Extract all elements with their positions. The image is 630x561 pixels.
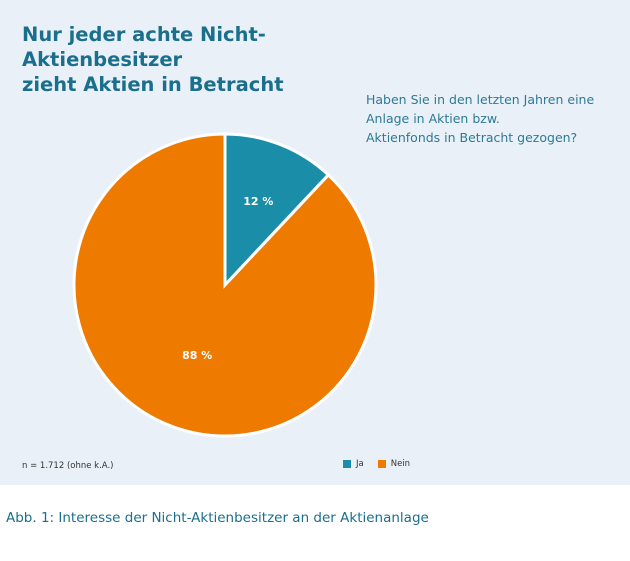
survey-question-line-1: Haben Sie in den letzten Jahren eine <box>366 92 595 107</box>
legend-label-ja: Ja <box>356 459 364 469</box>
sample-size-note: n = 1.712 (ohne k.A.) <box>22 461 114 471</box>
legend-swatch-ja <box>343 460 351 468</box>
chart-title-line-1: Nur jeder achte Nicht-Aktienbesitzer <box>22 23 266 71</box>
pie-slice-nein <box>72 132 378 438</box>
chart-title: Nur jeder achte Nicht-Aktienbesitzer zie… <box>22 22 422 97</box>
survey-question-line-3: Aktienfonds in Betracht gezogen? <box>366 130 578 145</box>
pie-chart: 12 % 88 % <box>72 132 378 438</box>
figure-caption: Abb. 1: Interesse der Nicht-Aktienbesitz… <box>6 510 429 526</box>
data-label-nein: 88 % <box>182 349 212 362</box>
legend-item-ja: Ja <box>343 459 364 469</box>
legend-label-nein: Nein <box>390 459 411 469</box>
survey-question-line-2: Anlage in Aktien bzw. <box>366 111 500 126</box>
data-label-ja: 12 % <box>243 195 273 208</box>
chart-legend: Ja Nein <box>343 459 424 469</box>
chart-title-line-2: zieht Aktien in Betracht <box>22 73 284 96</box>
survey-question: Haben Sie in den letzten Jahren eine Anl… <box>366 90 616 147</box>
legend-swatch-nein <box>377 460 386 468</box>
legend-item-nein: Nein <box>377 459 411 469</box>
pie-slice-ja <box>223 132 331 289</box>
